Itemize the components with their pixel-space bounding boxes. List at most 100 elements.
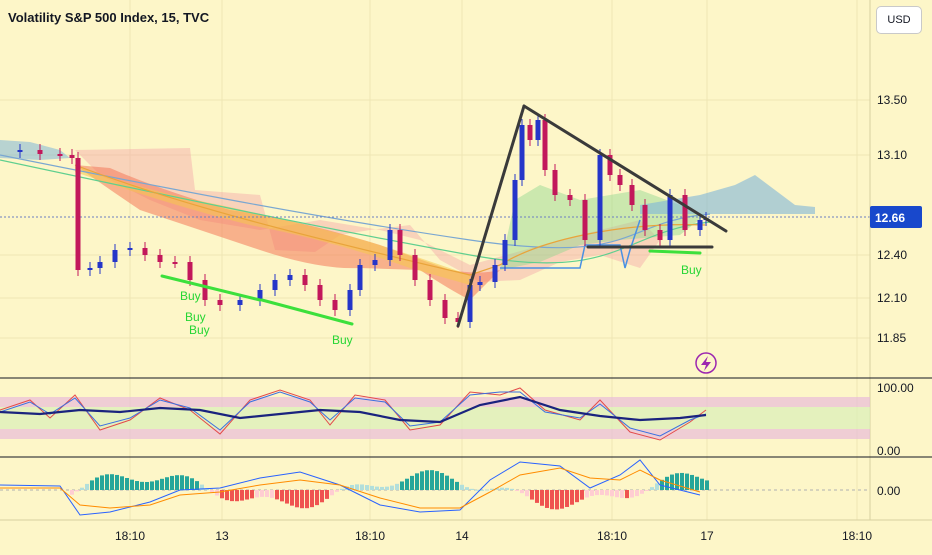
time-tick: 18:10 (355, 529, 385, 543)
trendline-down (522, 104, 728, 233)
histogram-bar (420, 471, 424, 490)
histogram-bar (95, 477, 99, 490)
histogram-bar (590, 490, 594, 496)
price-tick: 13.50 (877, 93, 907, 107)
histogram-bar (570, 490, 574, 505)
histogram-bar (80, 487, 84, 490)
histogram-bar (465, 487, 469, 490)
histogram-bar (185, 476, 189, 490)
candle-body (237, 300, 243, 305)
histogram-bar (390, 485, 394, 490)
histogram-bar (510, 488, 514, 490)
candle-body (142, 248, 148, 255)
candle-body (427, 280, 433, 300)
candle-body (567, 195, 573, 200)
buy-lines (160, 249, 702, 326)
time-tick: 18:10 (842, 529, 872, 543)
oscillator-tick: 0.00 (877, 444, 901, 458)
histogram-bar (295, 490, 299, 508)
buy-label: Buy (189, 323, 210, 337)
moving-average-3 (74, 164, 706, 276)
candle-body (187, 262, 193, 280)
histogram-bar (120, 476, 124, 490)
candle-body (127, 248, 133, 250)
histogram-bar (555, 490, 559, 510)
candle-body (69, 155, 75, 158)
candle-body (317, 285, 323, 300)
histogram-bar (550, 490, 554, 510)
histogram-bar (655, 483, 659, 490)
moving-average-1 (0, 154, 711, 249)
histogram-bar (150, 481, 154, 490)
histogram-bar (325, 490, 329, 499)
histogram-bar (400, 481, 404, 490)
histogram-bar (645, 490, 649, 491)
histogram-bar (600, 490, 604, 495)
candle-body (467, 285, 473, 322)
candle-body (617, 175, 623, 185)
currency-button[interactable]: USD (876, 6, 922, 34)
candle-body (87, 268, 93, 270)
histogram-bar (595, 490, 599, 496)
candle-body (97, 262, 103, 268)
histogram-bar (230, 490, 234, 502)
histogram-bar (145, 481, 149, 490)
histogram-bar (90, 480, 94, 490)
histogram-bar (360, 484, 364, 490)
histogram-bar (350, 484, 354, 490)
histogram-bar (500, 487, 504, 490)
stochastic-pane (0, 387, 870, 441)
histogram-bar (620, 490, 624, 498)
price-tick: 13.10 (877, 148, 907, 162)
histogram-bar (100, 475, 104, 490)
buy-label: Buy (185, 310, 206, 324)
histogram-bar (290, 490, 294, 506)
histogram-bar (305, 490, 309, 509)
histogram-bar (705, 480, 709, 490)
candle-body (597, 155, 603, 240)
lightning-icon[interactable] (695, 352, 717, 374)
candles-group (17, 114, 709, 328)
candle-body (527, 125, 533, 140)
baseline-line (500, 219, 641, 269)
histogram-bar (355, 484, 359, 490)
histogram-bar (445, 475, 449, 490)
histogram-bar (160, 478, 164, 490)
histogram-bar (220, 490, 224, 499)
histogram-bar (565, 490, 569, 507)
histogram-bar (170, 475, 174, 490)
candle-body (287, 275, 293, 280)
histogram-bar (375, 486, 379, 490)
histogram-bar (450, 478, 454, 490)
histogram-bar (275, 490, 279, 500)
candle-body (157, 255, 163, 262)
histogram-bar (255, 490, 259, 498)
candle-body (332, 300, 338, 310)
histogram-bar (475, 489, 479, 491)
trendlines (456, 104, 728, 328)
histogram-bar (125, 477, 129, 490)
histogram-bar (525, 490, 529, 497)
candle-body (172, 262, 178, 264)
candle-body (502, 240, 508, 265)
histogram-bar (205, 488, 209, 490)
candle-body (397, 230, 403, 255)
histogram-bar (265, 490, 269, 498)
histogram-bar (690, 474, 694, 490)
histogram-bar (580, 490, 584, 500)
yellow-band (75, 165, 470, 285)
histogram-bar (505, 487, 509, 490)
histogram-bar (635, 490, 639, 497)
histogram-bar (270, 490, 274, 498)
candle-body (642, 205, 648, 230)
histogram-bar (650, 487, 654, 490)
candle-body (519, 125, 525, 180)
histogram-bar (175, 475, 179, 490)
histogram-bar (140, 481, 144, 490)
candle-body (217, 300, 223, 305)
histogram-bar (615, 490, 619, 498)
histogram-bar (190, 478, 194, 490)
histogram-bar (70, 490, 74, 495)
